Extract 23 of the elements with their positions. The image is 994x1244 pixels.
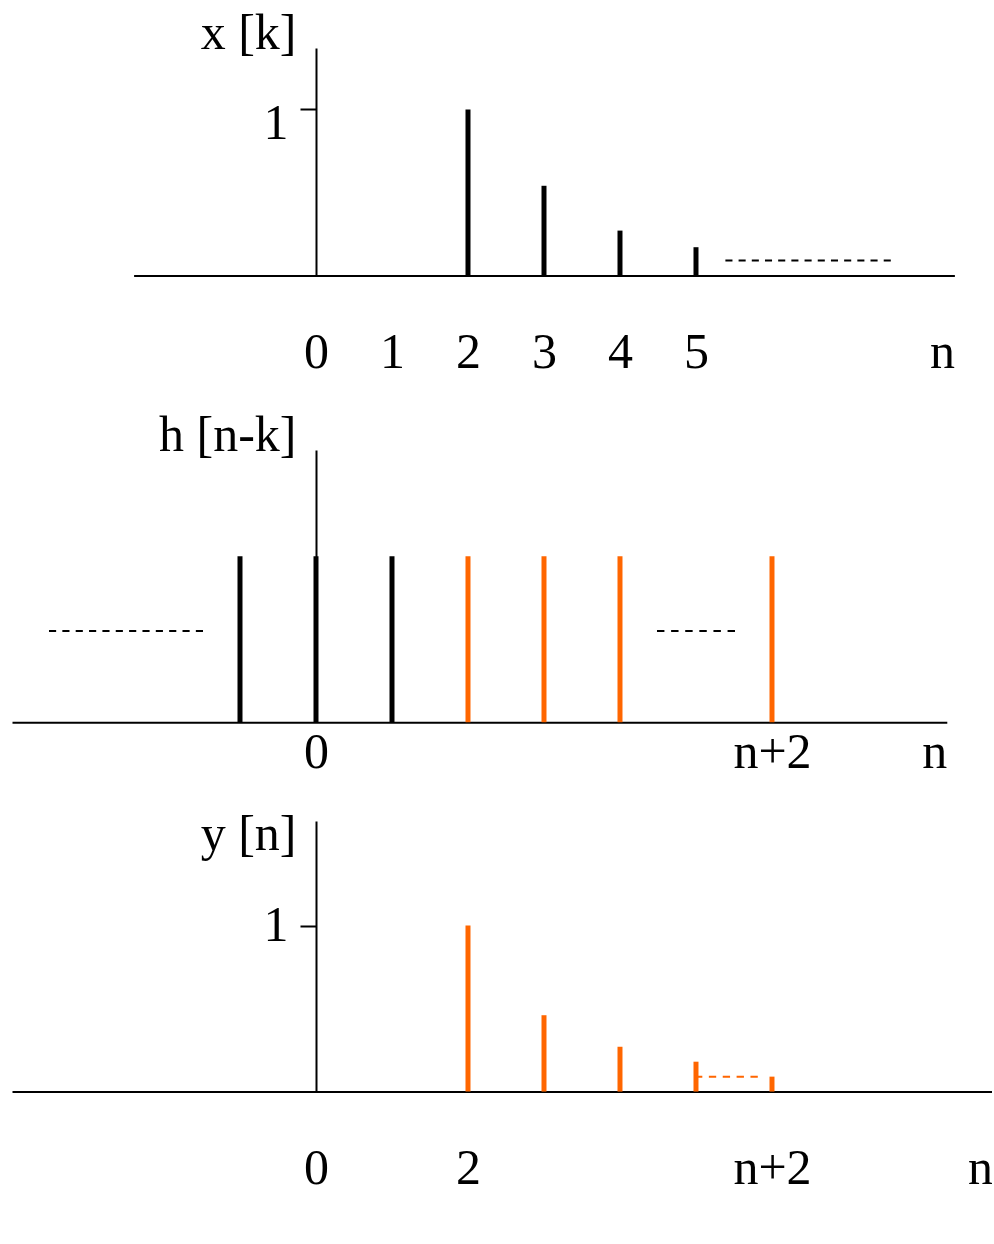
x-tick-label: n+2	[733, 1139, 812, 1196]
x-tick-label: 0	[304, 722, 329, 779]
bar	[617, 1046, 623, 1092]
bar	[769, 1076, 775, 1092]
annotation: 1	[263, 93, 289, 150]
x-tick-label: 1	[380, 322, 405, 379]
y-axis-title: x [k]	[200, 3, 297, 60]
bar	[541, 1015, 547, 1092]
annotation: 1	[263, 896, 289, 953]
x-tick-label: 2	[456, 1139, 481, 1196]
x-axis-title: n	[967, 1139, 993, 1196]
x-tick-label: 5	[683, 322, 709, 379]
y-axis-title: h [n-k]	[159, 405, 297, 462]
x-tick-label: 3	[531, 322, 557, 379]
bar	[465, 925, 471, 1092]
x-tick-label: 0	[304, 322, 329, 379]
x-axis-title: n	[922, 722, 948, 779]
x-tick-label: 0	[304, 1139, 329, 1196]
x-tick-label: 4	[607, 322, 633, 379]
x-tick-label: n+2	[733, 722, 812, 779]
y-axis-title: y [n]	[200, 805, 297, 862]
x-axis-title: n	[929, 322, 955, 379]
x-tick-label: 2	[456, 322, 481, 379]
